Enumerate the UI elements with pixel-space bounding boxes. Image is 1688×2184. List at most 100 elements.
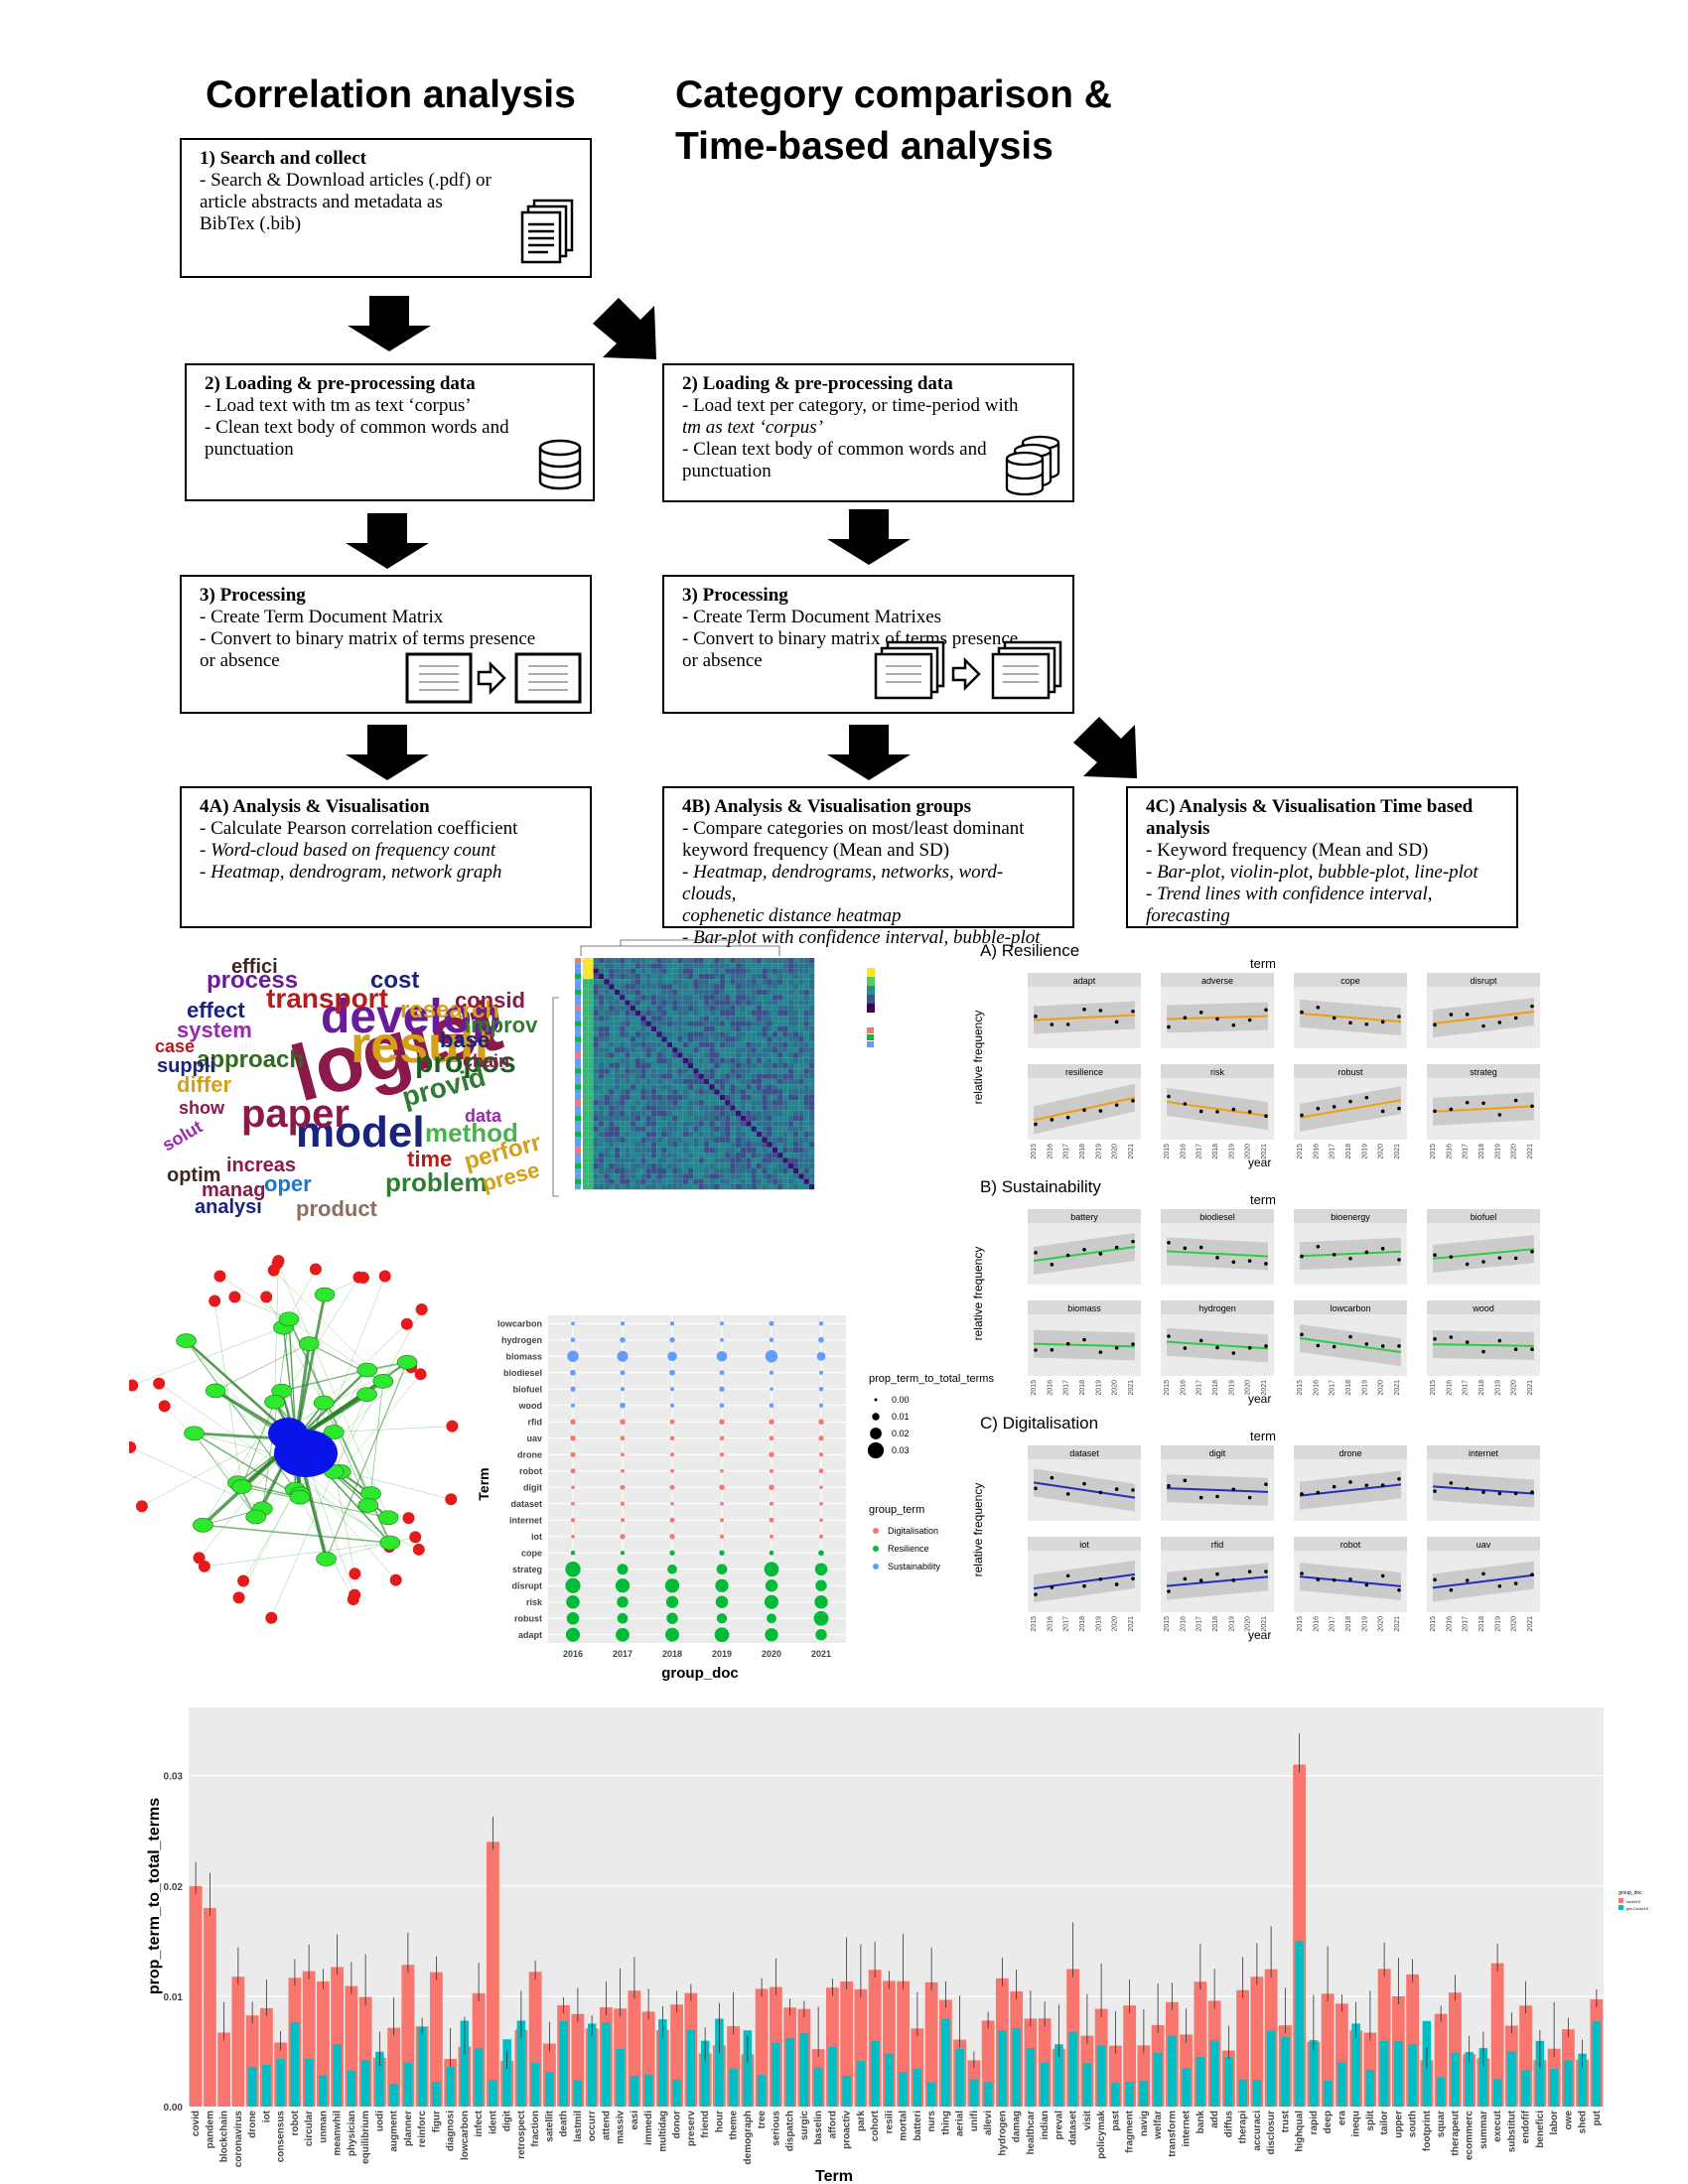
heatmap-cell [735,1142,741,1148]
x-tick-label: 2020 [1378,1616,1385,1632]
cluster-bar [575,1078,581,1085]
bubble-mark [719,1370,725,1376]
heatmap-cell [645,1000,651,1006]
heatmap-cell [677,1011,683,1017]
heatmap-cell [746,1005,752,1011]
data-point [1231,1487,1236,1492]
heatmap-cell [583,1057,589,1063]
x-tick-label: footprint [1422,2110,1433,2151]
heatmap-cell [719,1158,726,1163]
heatmap-cell [677,989,683,996]
heatmap-cell [725,1126,731,1132]
heatmap-cell [772,1021,778,1026]
heatmap-cell [682,1036,688,1042]
box-line: - Convert to binary matrix of terms pres… [200,628,536,649]
heatmap-cell [698,1121,704,1127]
heatmap-cell [588,1142,594,1148]
heatmap-cell [614,979,621,985]
heatmap-cell [609,1068,615,1074]
y-tick-label: digit [523,1482,542,1492]
bar-covid19 [1490,1963,1504,2107]
heatmap-cell [741,1011,747,1017]
x-tick-label: 2019 [1095,1144,1102,1160]
heatmap-cell [735,1078,741,1085]
heatmap-cell [777,1078,783,1085]
heatmap-cell [725,1094,731,1101]
heatmap-cell [767,1178,773,1184]
heatmap-cell [635,973,641,980]
cluster-bar [575,1084,581,1090]
heatmap-cell [688,1005,694,1011]
x-tick-label: transform [1167,2111,1178,2157]
data-point [1082,1247,1086,1252]
heatmap-cell [709,1068,715,1074]
heatmap-cell [666,958,673,964]
heatmap-cell [714,1021,720,1026]
heatmap-cell [645,1068,651,1074]
x-tick-label: 2016 [1180,1380,1187,1396]
heatmap-cell [625,1011,631,1017]
heatmap-cell [625,1105,631,1111]
heatmap-cell [661,1052,667,1058]
x-tick-label: consensus [276,2111,287,2163]
cluster-bar [575,989,581,996]
bar-pre-covid19 [489,2080,497,2107]
heatmap-cell [746,968,752,974]
heatmap-cell [645,1011,651,1017]
heatmap-cell [693,1100,699,1106]
heatmap-cell [782,1178,788,1184]
heatmap-cell [703,1116,710,1122]
bubble-mark [615,1578,631,1593]
heatmap-cell [793,1021,799,1026]
heatmap-cell [650,1078,657,1085]
x-tick-label: figur [431,2111,442,2132]
heatmap-cell [772,963,778,969]
heatmap-cell [703,1089,710,1095]
heatmap-cell [598,1078,605,1085]
heatmap-cell [767,1052,773,1058]
bubble-mark [565,1577,581,1593]
network-node [272,1255,285,1268]
heatmap-cell [751,1126,757,1132]
heatmap-cell [751,1110,757,1116]
heatmap-cell [666,1068,673,1074]
data-point [1247,1570,1252,1573]
facet-label: adverse [1201,976,1233,986]
heatmap-cell [782,1121,788,1127]
heatmap-cell [688,1147,694,1154]
heatmap-cell [762,1068,768,1074]
heatmap-cell [635,1016,641,1022]
heatmap-cell [787,1158,793,1163]
data-point [1114,1582,1119,1586]
heatmap-cell [741,1047,747,1053]
heatmap-cell [741,1131,747,1138]
heatmap-cell [672,989,678,996]
network-node [356,1362,378,1378]
heatmap-cell [682,1137,688,1143]
heatmap-cell [735,1158,741,1163]
heatmap-cell [762,1063,768,1069]
heatmap-cell [703,1011,710,1017]
heatmap-cell [593,1031,599,1037]
heatmap-cell [698,1137,704,1143]
heatmap-cell [640,1158,646,1163]
heatmap-cell [703,1137,710,1143]
heatmap-cell [772,1031,778,1037]
heatmap-cell [725,1036,731,1042]
heatmap-cell [604,1011,610,1017]
bubble-mark [715,1595,729,1608]
heatmap-cell [656,1047,662,1053]
bar-pre-covid19 [530,2062,540,2107]
heatmap-cell [730,1121,736,1127]
heatmap-cell [714,1100,720,1106]
x-tick-label: 2015 [1297,1616,1304,1632]
data-point [1530,1347,1534,1352]
data-point [1034,1592,1038,1596]
heatmap-cell [583,1105,589,1111]
heatmap-cell [666,1094,673,1101]
heatmap-cell [583,1121,589,1127]
heatmap-cell [588,1021,594,1026]
heatmap-cell [593,1047,599,1053]
heatmap-cell [793,1147,799,1154]
heatmap-cell [767,1183,773,1190]
